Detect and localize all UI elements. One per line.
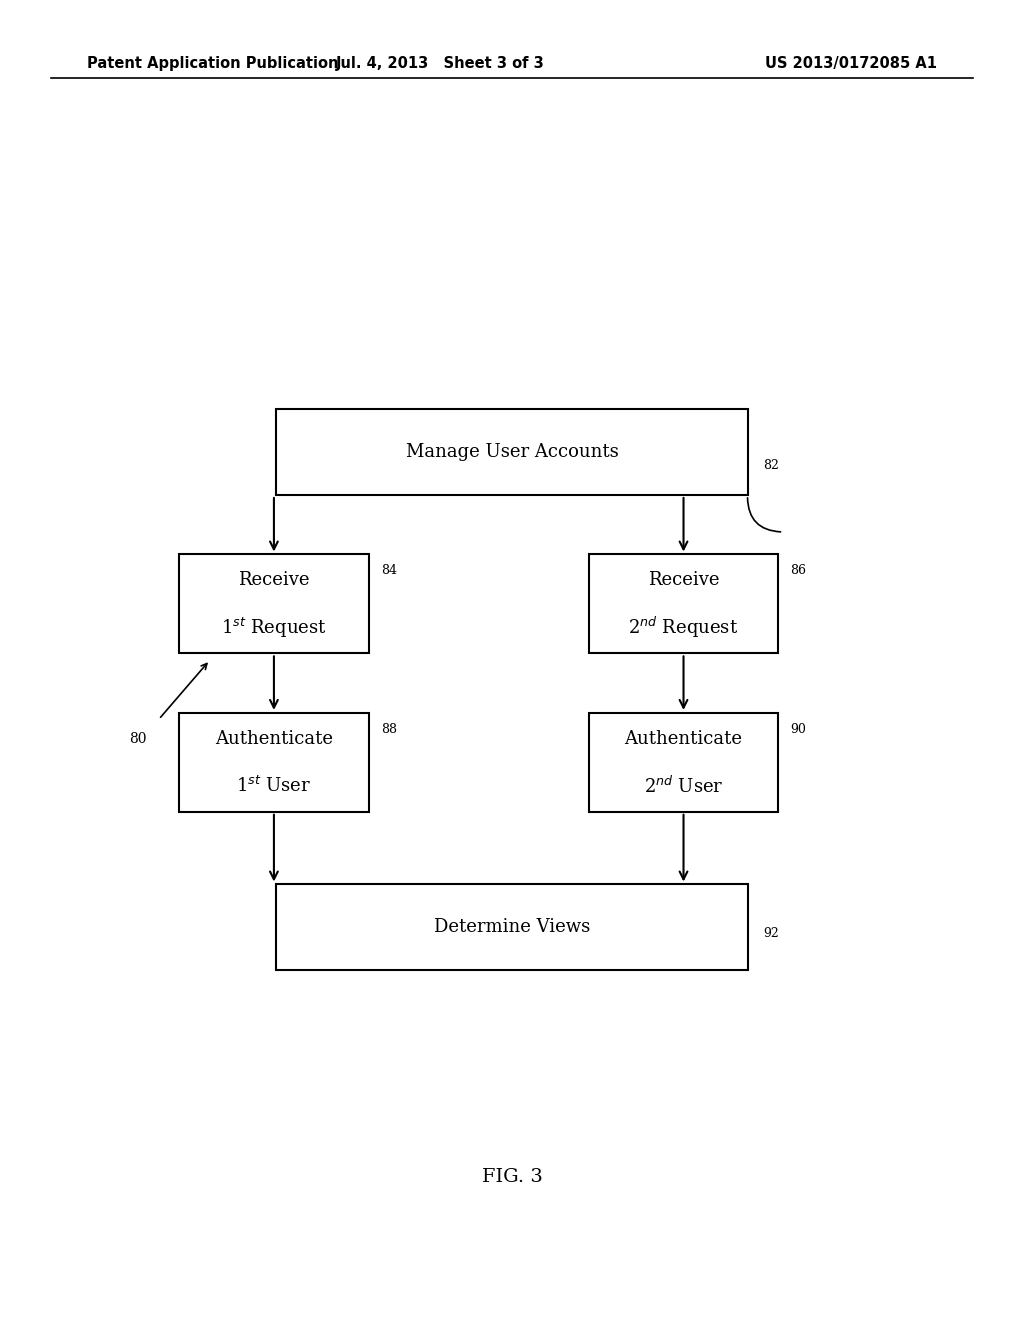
Text: 92: 92	[763, 928, 778, 940]
Bar	[179, 554, 369, 653]
Text: Receive: Receive	[648, 572, 719, 589]
Text: 80: 80	[129, 733, 147, 746]
Text: 88: 88	[381, 723, 397, 735]
Text: 90: 90	[791, 723, 807, 735]
Text: Authenticate: Authenticate	[625, 730, 742, 747]
Text: Patent Application Publication: Patent Application Publication	[87, 55, 339, 71]
Text: Manage User Accounts: Manage User Accounts	[406, 444, 618, 461]
Text: 1$^{st}$ Request: 1$^{st}$ Request	[221, 615, 327, 640]
Text: 84: 84	[381, 565, 397, 577]
Text: US 2013/0172085 A1: US 2013/0172085 A1	[765, 55, 937, 71]
Text: Receive: Receive	[239, 572, 309, 589]
Text: Determine Views: Determine Views	[434, 919, 590, 936]
Text: 2$^{nd}$ User: 2$^{nd}$ User	[644, 775, 723, 797]
Text: Authenticate: Authenticate	[215, 730, 333, 747]
Text: FIG. 3: FIG. 3	[481, 1168, 543, 1187]
Text: 86: 86	[791, 565, 807, 577]
Bar	[589, 713, 778, 812]
Text: 2$^{nd}$ Request: 2$^{nd}$ Request	[629, 615, 738, 640]
Bar	[276, 409, 748, 495]
Text: 1$^{st}$ User: 1$^{st}$ User	[237, 776, 311, 796]
Text: Jul. 4, 2013   Sheet 3 of 3: Jul. 4, 2013 Sheet 3 of 3	[336, 55, 545, 71]
Bar	[589, 554, 778, 653]
Bar	[179, 713, 369, 812]
Bar	[276, 884, 748, 970]
Text: 82: 82	[763, 459, 779, 471]
